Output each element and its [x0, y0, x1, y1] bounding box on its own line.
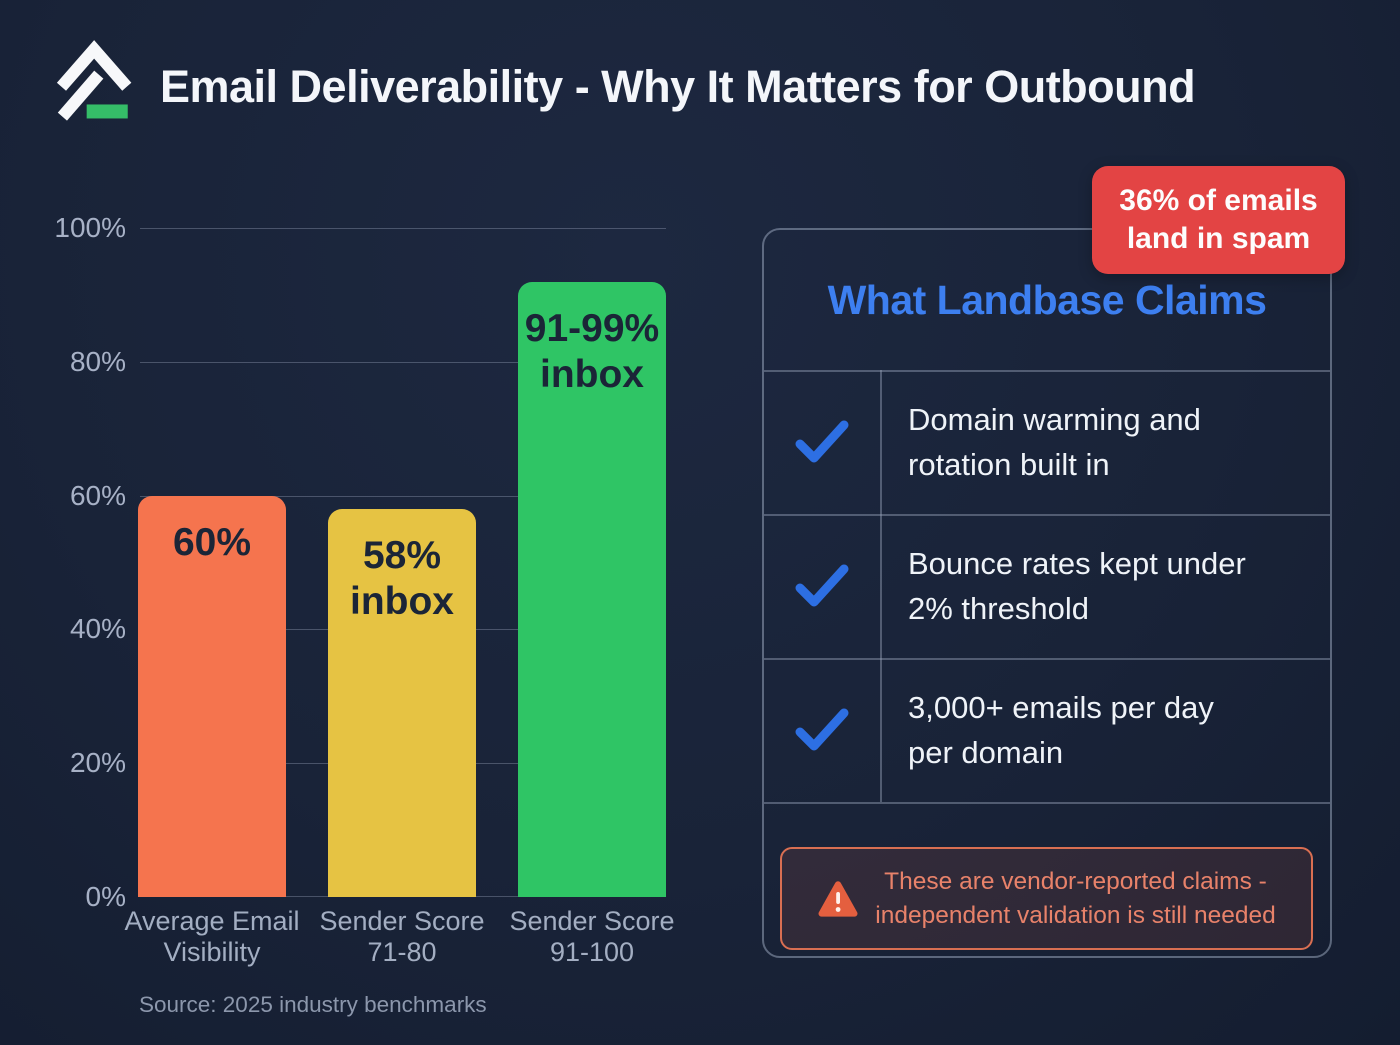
x-axis-label: Sender Score 71-80	[319, 906, 485, 967]
chart-bar: 58% inbox	[328, 508, 476, 897]
claim-row: 3,000+ emails per day per domain	[764, 658, 1330, 802]
chart-bar: 60%	[138, 495, 286, 897]
claim-row: Bounce rates kept under 2% threshold	[764, 514, 1330, 658]
page-title: Email Deliverability - Why It Matters fo…	[160, 61, 1196, 112]
check-icon	[795, 564, 849, 607]
panel-title: What Landbase Claims	[827, 276, 1267, 323]
spam-badge-line: 36% of emails	[1119, 184, 1318, 217]
landbase-logo-icon	[56, 40, 132, 121]
gridline	[140, 228, 666, 229]
warning-text: These are vendor-reported claims - indepe…	[875, 867, 1276, 929]
claim-row: Domain warming and rotation built in	[764, 370, 1330, 514]
claims-panel: What Landbase Claims Domain warming and r…	[762, 228, 1332, 958]
check-icon	[795, 708, 849, 751]
bar-value-label: 58% inbox	[350, 533, 454, 623]
bar-chart: 60% 58% inbox 91-99% inbox	[138, 228, 666, 897]
gridline	[140, 361, 666, 363]
source-note: Source: 2025 industry benchmarks	[139, 992, 487, 1017]
warning-icon	[818, 880, 858, 917]
y-tick-label: 60%	[69, 479, 126, 511]
y-tick-label: 40%	[69, 613, 126, 645]
claim-check-cell	[764, 658, 880, 802]
chart-bar: 91-99% inbox	[518, 281, 666, 897]
spam-stat-badge: 36% of emails land in spam	[1092, 166, 1345, 274]
y-tick-label: 100%	[54, 212, 126, 243]
x-axis-label: Average Email Visibility	[124, 906, 300, 967]
check-icon	[795, 420, 849, 463]
bar-value-label: 91-99% inbox	[524, 306, 660, 396]
warning-callout: These are vendor-reported claims - indepe…	[780, 847, 1313, 950]
panel-row-divider	[764, 658, 1330, 660]
x-axis-label: Sender Score 91-100	[509, 906, 675, 967]
panel-vertical-divider	[880, 370, 882, 802]
panel-row-divider	[764, 802, 1330, 804]
claim-text: Domain warming and rotation built in	[908, 402, 1201, 482]
claim-check-cell	[764, 514, 880, 658]
claim-check-cell	[764, 370, 880, 514]
y-tick-label: 20%	[69, 747, 126, 779]
panel-row-divider	[764, 370, 1330, 372]
y-tick-label: 0%	[85, 881, 126, 912]
panel-row-divider	[764, 514, 1330, 516]
y-tick-label: 80%	[69, 345, 126, 377]
claim-text: 3,000+ emails per day per domain	[908, 690, 1214, 770]
bar-value-label: 60%	[172, 520, 252, 564]
claim-text: Bounce rates kept under 2% threshold	[908, 546, 1246, 626]
gridline	[140, 495, 666, 497]
spam-badge-line: land in spam	[1126, 222, 1311, 255]
